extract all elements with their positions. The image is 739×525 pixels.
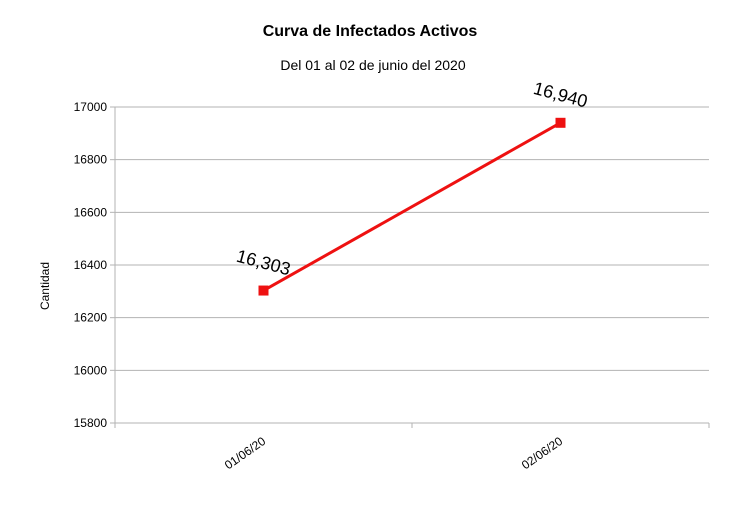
y-tick-label: 17000 [74, 100, 108, 114]
y-tick-label: 15800 [74, 416, 108, 430]
y-tick-label: 16400 [74, 258, 108, 272]
chart-subtitle: Del 01 al 02 de junio del 2020 [280, 57, 465, 73]
y-tick-label: 16600 [74, 205, 108, 219]
chart-title: Curva de Infectados Activos [263, 23, 478, 40]
y-tick-label: 16800 [74, 153, 108, 167]
y-tick-label: 16000 [74, 363, 108, 377]
y-axis-label: Cantidad [38, 262, 52, 310]
y-tick-label: 16200 [74, 311, 108, 325]
point [258, 285, 269, 296]
line [262, 121, 562, 292]
point [555, 117, 566, 128]
